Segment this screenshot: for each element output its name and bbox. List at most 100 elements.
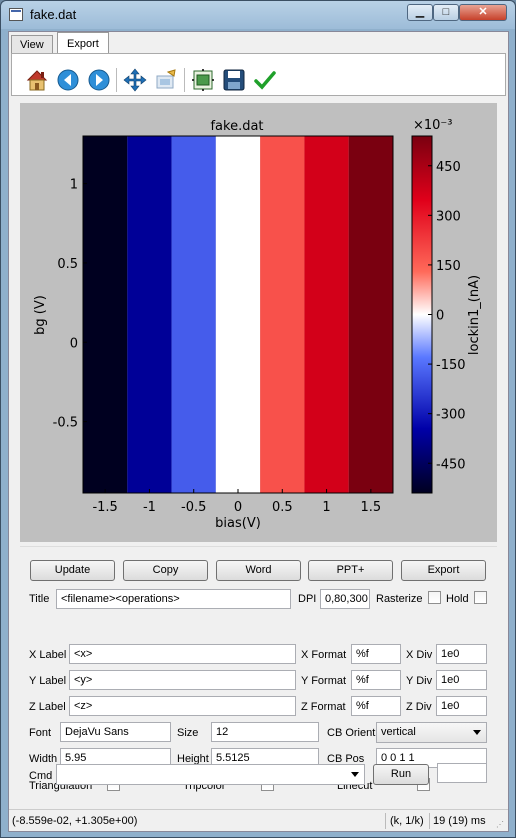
plot-canvas[interactable]: fake.dat -1.5 -1 -0.5 0 0.5 1 1.5 1 0.5 0 -0.5 bi… xyxy=(20,103,497,542)
xformat-field[interactable]: %f xyxy=(351,644,401,664)
chevron-down-icon xyxy=(351,772,359,777)
export-button[interactable]: Export xyxy=(401,560,486,581)
y-tick-label: 0 xyxy=(70,336,78,351)
heatmap-cell xyxy=(260,136,305,493)
xdiv-label: X Div xyxy=(406,649,433,661)
y-tick-label: -0.5 xyxy=(53,416,78,431)
tab-bar: View Export xyxy=(9,32,508,54)
cbpos-label: CB Pos xyxy=(327,753,365,765)
rasterize-checkbox[interactable] xyxy=(428,591,441,604)
x-tick-label: 1.5 xyxy=(361,500,382,515)
back-arrow-icon[interactable] xyxy=(55,67,81,93)
cmd-output-field[interactable] xyxy=(437,763,487,783)
yformat-field[interactable]: %f xyxy=(351,670,401,690)
client-area: View Export xyxy=(8,31,509,832)
maximize-button[interactable]: □ xyxy=(433,4,459,21)
cborient-select[interactable]: vertical xyxy=(376,722,487,743)
update-button[interactable]: Update xyxy=(30,560,115,581)
ydiv-field[interactable]: 1e0 xyxy=(436,670,487,690)
colorbar-tick-label: -300 xyxy=(436,408,466,423)
x-tick-label: 0.5 xyxy=(272,500,293,515)
run-button[interactable]: Run xyxy=(373,764,429,785)
save-disk-icon[interactable] xyxy=(221,67,247,93)
window-title: fake.dat xyxy=(30,7,77,22)
app-icon xyxy=(9,8,23,21)
y-axis-label: bg (V) xyxy=(33,295,48,335)
title-label: Title xyxy=(29,593,50,605)
colorbar-tick-label: 450 xyxy=(436,160,461,175)
x-tick-label: 0 xyxy=(234,500,242,515)
zformat-label: Z Format xyxy=(301,701,346,713)
zoom-edit-icon[interactable] xyxy=(153,67,179,93)
size-field[interactable]: 12 xyxy=(211,722,319,742)
cmd-combobox[interactable] xyxy=(56,764,365,785)
height-label: Height xyxy=(177,753,209,765)
word-button[interactable]: Word xyxy=(216,560,301,581)
copy-button[interactable]: Copy xyxy=(123,560,208,581)
close-button[interactable]: ✕ xyxy=(459,4,507,21)
status-bar: (-8.559e-02, +1.305e+00) (k, 1/k) 19 (19… xyxy=(9,809,508,831)
zlabel-field[interactable]: <z> xyxy=(69,696,296,716)
heatmap-cell xyxy=(348,136,393,493)
tab-export[interactable]: Export xyxy=(57,32,109,54)
status-timing: 19 (19) ms xyxy=(433,815,486,827)
x-tick-label: -1 xyxy=(143,500,156,515)
toolbar-separator xyxy=(184,68,185,92)
pan-move-icon[interactable] xyxy=(122,67,148,93)
ylabel-field[interactable]: <y> xyxy=(69,670,296,690)
dpi-label: DPI xyxy=(298,593,317,605)
colorbar-tick-label: 300 xyxy=(436,209,461,224)
xformat-label: X Format xyxy=(301,649,347,661)
zformat-field[interactable]: %f xyxy=(351,696,401,716)
chevron-down-icon xyxy=(473,730,481,735)
zdiv-label: Z Div xyxy=(406,701,432,713)
toolbar-separator xyxy=(116,68,117,92)
status-separator xyxy=(429,813,430,829)
home-icon[interactable] xyxy=(24,67,50,93)
heatmap-cell xyxy=(83,136,128,493)
cborient-value: vertical xyxy=(381,726,416,738)
y-tick-label: 0.5 xyxy=(57,257,78,272)
status-separator xyxy=(385,813,386,829)
checkmark-icon[interactable] xyxy=(252,67,278,93)
tab-view[interactable]: View xyxy=(11,35,53,54)
font-field[interactable]: DejaVu Sans xyxy=(60,722,171,742)
colorbar-tick-label: 0 xyxy=(436,309,444,324)
xlabel-label: X Label xyxy=(29,649,67,661)
title-field[interactable]: <filename><operations> xyxy=(56,589,291,609)
x-tick-label: -1.5 xyxy=(92,500,117,515)
title-bar[interactable]: fake.dat ▁ □ ✕ xyxy=(1,1,515,29)
x-tick-label: 1 xyxy=(322,500,330,515)
cborient-label: CB Orient xyxy=(327,727,376,739)
minimize-button[interactable]: ▁ xyxy=(407,4,433,21)
ylabel-label: Y Label xyxy=(29,675,67,687)
ppt-button[interactable]: PPT+ xyxy=(308,560,393,581)
zdiv-field[interactable]: 1e0 xyxy=(436,696,487,716)
width-field[interactable]: 5.95 xyxy=(60,748,171,768)
ydiv-label: Y Div xyxy=(406,675,433,687)
heatmap-cell xyxy=(215,136,261,493)
colorbar-tick-label: 150 xyxy=(436,259,461,274)
size-label: Size xyxy=(177,727,199,739)
hold-checkbox[interactable] xyxy=(474,591,487,604)
x-tick-label: -0.5 xyxy=(181,500,206,515)
xdiv-field[interactable]: 1e0 xyxy=(436,644,487,664)
zlabel-label: Z Label xyxy=(29,701,66,713)
dpi-field[interactable]: 0,80,300 xyxy=(320,589,370,609)
colorbar-tick-label: -150 xyxy=(436,358,466,373)
font-label: Font xyxy=(29,727,52,739)
heatmap-cell xyxy=(171,136,216,493)
cmd-label: Cmd xyxy=(29,770,53,782)
y-tick-label: 1 xyxy=(70,178,78,193)
chart-title: fake.dat xyxy=(210,119,263,134)
configure-subplots-icon[interactable] xyxy=(190,67,216,93)
colorbar-label: lockin1_(nA) xyxy=(467,275,482,355)
rasterize-label: Rasterize xyxy=(376,593,423,605)
colorbar-multiplier: ×10⁻³ xyxy=(413,118,453,133)
resize-grip-icon[interactable]: ⋰ xyxy=(496,820,504,829)
width-label: Width xyxy=(29,753,58,765)
forward-arrow-icon[interactable] xyxy=(86,67,112,93)
xlabel-field[interactable]: <x> xyxy=(69,644,296,664)
status-coords: (-8.559e-02, +1.305e+00) xyxy=(12,815,138,827)
